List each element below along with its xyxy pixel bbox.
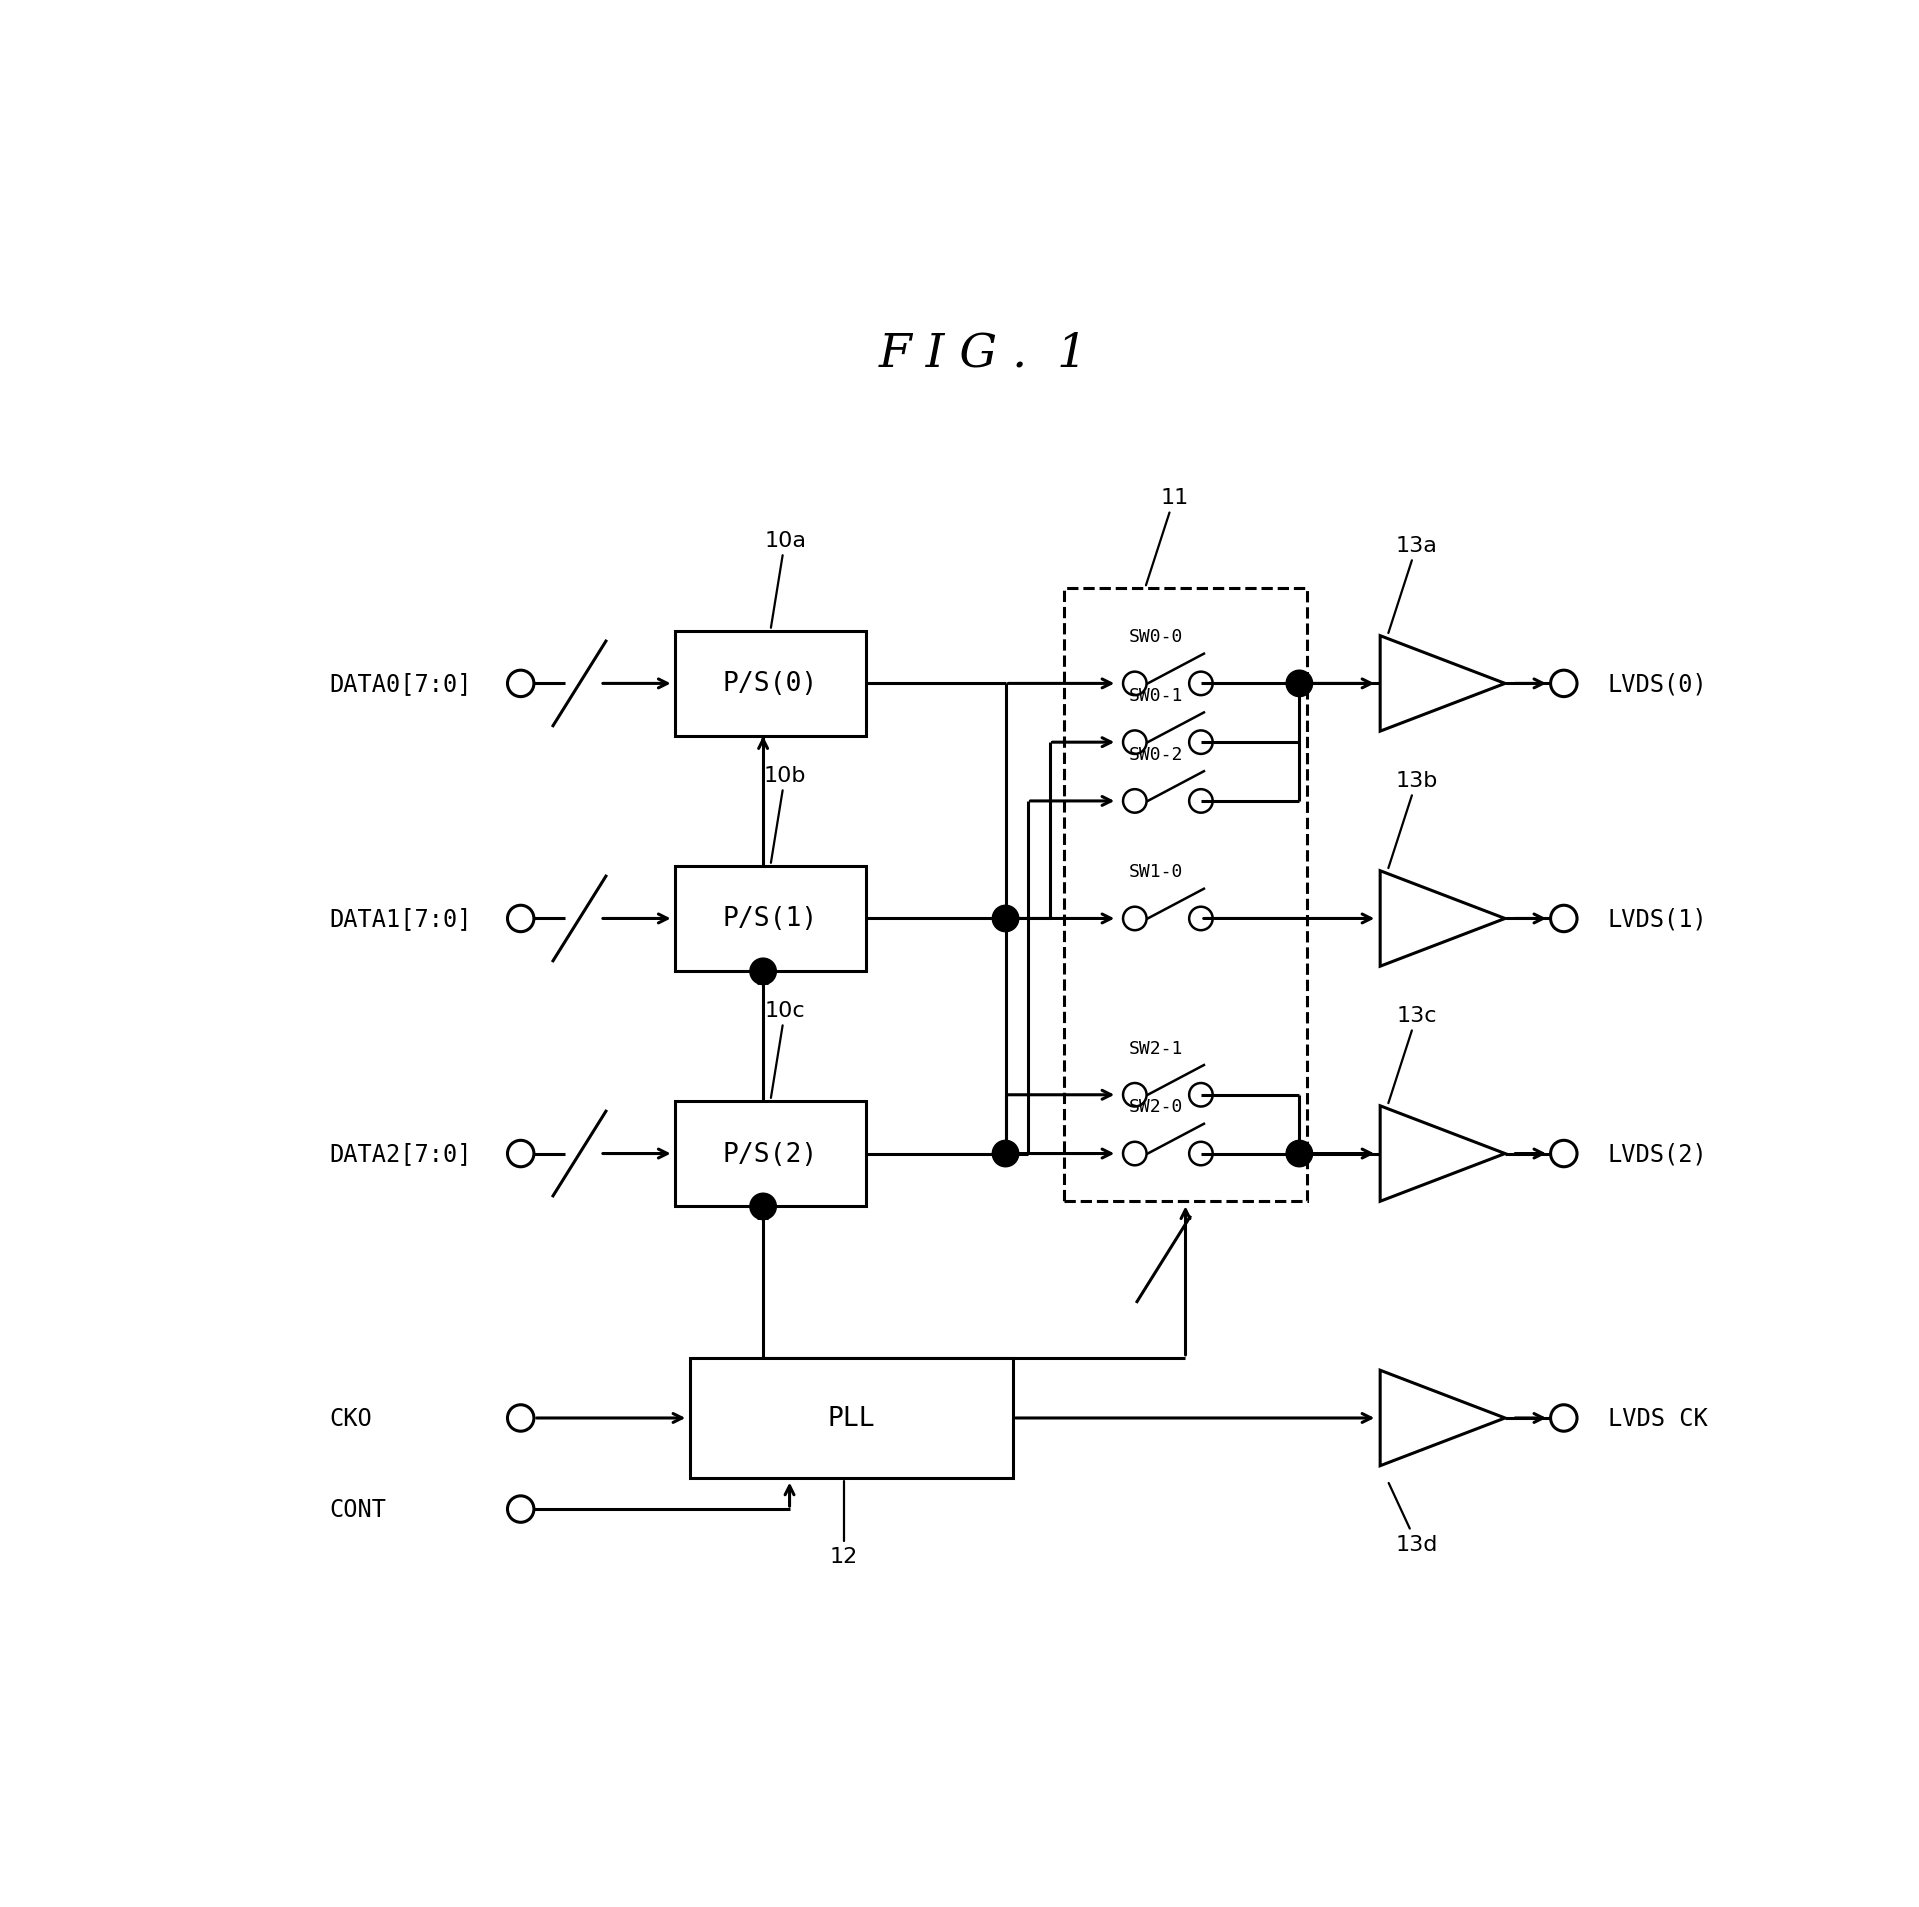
Text: 13c: 13c xyxy=(1387,1005,1437,1104)
Text: DATA1[7:0]: DATA1[7:0] xyxy=(330,908,472,931)
Text: SW2-1: SW2-1 xyxy=(1128,1039,1184,1056)
Text: LVDS(1): LVDS(1) xyxy=(1608,908,1708,931)
Text: DATA2[7:0]: DATA2[7:0] xyxy=(330,1142,472,1165)
Bar xyxy=(1065,589,1307,1201)
Bar xyxy=(675,866,865,973)
Text: CONT: CONT xyxy=(330,1497,388,1522)
Text: LVDS CK: LVDS CK xyxy=(1608,1405,1708,1430)
Text: 12: 12 xyxy=(829,1482,858,1566)
Text: P/S(0): P/S(0) xyxy=(723,671,817,698)
Text: 13b: 13b xyxy=(1387,770,1437,868)
Circle shape xyxy=(1286,671,1313,698)
Text: SW2-0: SW2-0 xyxy=(1128,1098,1184,1116)
Circle shape xyxy=(1286,1140,1313,1167)
Text: 10a: 10a xyxy=(764,530,806,629)
Circle shape xyxy=(750,959,777,986)
Bar xyxy=(675,631,865,736)
Text: LVDS(2): LVDS(2) xyxy=(1608,1142,1708,1165)
Text: SW1-0: SW1-0 xyxy=(1128,862,1184,881)
Text: PLL: PLL xyxy=(827,1405,875,1432)
Text: 10b: 10b xyxy=(764,765,806,864)
Text: CKO: CKO xyxy=(330,1405,372,1430)
Circle shape xyxy=(992,906,1019,933)
Text: LVDS(0): LVDS(0) xyxy=(1608,671,1708,696)
Text: 13d: 13d xyxy=(1389,1484,1437,1554)
Bar xyxy=(675,1100,865,1207)
Text: P/S(2): P/S(2) xyxy=(723,1140,817,1167)
Text: 10c: 10c xyxy=(766,1001,806,1098)
Text: SW0-1: SW0-1 xyxy=(1128,687,1184,704)
Text: P/S(1): P/S(1) xyxy=(723,906,817,933)
Bar xyxy=(689,1358,1013,1478)
Circle shape xyxy=(992,1140,1019,1167)
Text: DATA0[7:0]: DATA0[7:0] xyxy=(330,671,472,696)
Text: SW0-0: SW0-0 xyxy=(1128,627,1184,646)
Text: SW0-2: SW0-2 xyxy=(1128,746,1184,763)
Circle shape xyxy=(750,1194,777,1220)
Text: F I G .  1: F I G . 1 xyxy=(879,332,1088,376)
Text: 13a: 13a xyxy=(1387,536,1437,633)
Text: 11: 11 xyxy=(1146,488,1188,585)
